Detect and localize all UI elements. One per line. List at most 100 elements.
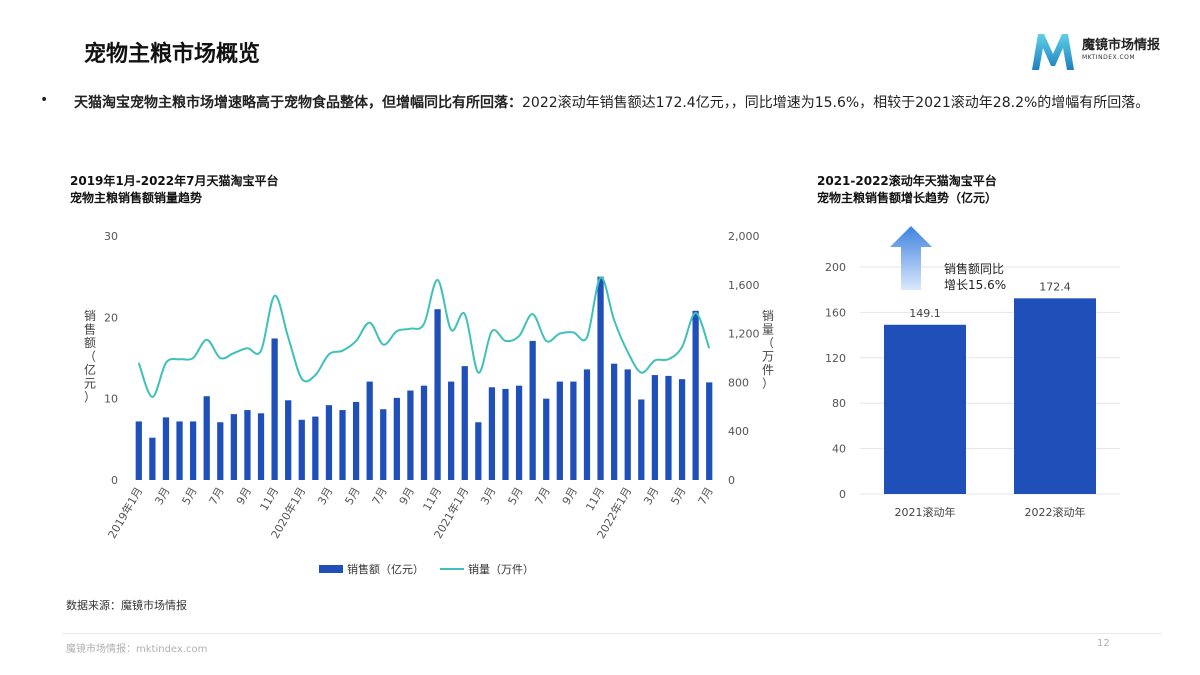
growth-annotation-line2: 增长15.6%: [944, 278, 1006, 292]
chart1-title: 2019年1月-2022年7月天猫淘宝平台 宠物主粮销售额销量趋势: [70, 173, 278, 207]
bar: [583, 369, 591, 480]
y-tick-label: 120: [825, 352, 846, 365]
summary-bullet: 天猫淘宝宠物主粮市场增速略高于宠物食品整体，但增幅同比有所回落：2022滚动年销…: [74, 91, 1164, 115]
bar: [420, 385, 428, 480]
y-right-tick-label: 1,200: [728, 328, 760, 341]
logo-subtext: MKTINDEX.COM: [1082, 54, 1136, 61]
bar: [448, 381, 455, 480]
bar: [515, 385, 523, 480]
bar: [271, 338, 278, 480]
x-tick-label: 7月: [207, 485, 227, 507]
bar: [339, 410, 346, 480]
bar: [556, 381, 563, 480]
x-tick-label: 9月: [560, 485, 580, 507]
bar: [624, 369, 631, 480]
x-tick-label: 2022滚动年: [1025, 505, 1086, 519]
x-tick-label: 5月: [179, 485, 199, 507]
y-left-tick-label: 30: [104, 230, 118, 243]
bar: [461, 366, 468, 480]
bar: [407, 390, 414, 480]
x-tick-label: 3月: [641, 485, 661, 507]
series-line: [137, 276, 711, 399]
summary-bullet-heading: 天猫淘宝宠物主粮市场增速略高于宠物食品整体，但增幅同比有所回落：: [74, 95, 522, 111]
bar-value-label: 149.1: [909, 307, 941, 320]
y-left-tick-label: 0: [111, 474, 118, 487]
y-tick-label: 80: [832, 397, 846, 410]
bar: [257, 413, 265, 480]
bar: [393, 397, 400, 480]
chart1-title-line2: 宠物主粮销售额销量趋势: [70, 191, 203, 205]
bar: [135, 421, 142, 480]
bar: [543, 398, 550, 480]
y-right-axis-title: 销量（万件）: [762, 309, 774, 391]
x-tick-label: 5月: [342, 485, 362, 507]
x-tick-label: 5月: [505, 485, 525, 507]
growth-annotation-line1: 销售额同比: [944, 261, 1004, 276]
bar-value-label: 172.4: [1039, 280, 1071, 293]
brand-logo: 魔镜市场情报 MKTINDEX.COM: [1030, 30, 1170, 72]
logo-text: 魔镜市场情报: [1082, 38, 1161, 53]
bar: [502, 388, 509, 480]
y-tick-label: 200: [825, 261, 846, 274]
chart2-title-line2: 宠物主粮销售额增长趋势（亿元）: [817, 191, 998, 205]
chart1-title-line1: 2019年1月-2022年7月天猫淘宝平台: [70, 174, 279, 188]
x-tick-label: 2021滚动年: [895, 505, 956, 519]
footer-text: 魔镜市场情报：mktindex.com: [66, 644, 208, 655]
bar: [203, 396, 210, 480]
y-right-tick-label: 400: [728, 425, 749, 438]
x-tick-label: 11月: [420, 485, 444, 513]
bar: [488, 387, 496, 480]
y-left-tick-label: 10: [104, 393, 118, 406]
bar: [651, 375, 659, 480]
bar: [162, 417, 170, 480]
bar: [149, 437, 156, 480]
y-left-tick-label: 20: [104, 311, 118, 324]
bar: [217, 422, 224, 480]
y-tick-label: 40: [832, 443, 846, 456]
bar: [366, 381, 373, 480]
legend-bar-swatch: [319, 565, 343, 573]
y-left-axis-title: 销售额（亿元）: [84, 309, 96, 404]
x-tick-label: 11月: [257, 485, 281, 513]
x-tick-label: 2019年1月: [105, 485, 146, 541]
bar: [678, 379, 686, 480]
x-tick-label: 7月: [533, 485, 553, 507]
x-tick-label: 7月: [696, 485, 716, 507]
page-number: 12: [1097, 638, 1110, 649]
y-right-tick-label: 0: [728, 474, 735, 487]
bar: [665, 375, 672, 480]
x-tick-label: 9月: [397, 485, 417, 507]
trend-chart: 0 10 20 30 0 400 800 1,200 1,600 2,000 销售额（亿元） 销量（万…: [84, 230, 774, 576]
bar: [638, 399, 645, 480]
y-right-tick-label: 1,600: [728, 279, 760, 292]
y-right-tick-label: 2,000: [728, 230, 760, 243]
bar: [312, 416, 319, 480]
chart2-title: 2021-2022滚动年天猫淘宝平台 宠物主粮销售额增长趋势（亿元）: [817, 173, 997, 207]
x-tick-label: 9月: [234, 485, 254, 507]
y-tick-label: 160: [825, 306, 846, 319]
data-source: 数据来源：魔镜市场情报: [66, 599, 187, 612]
bar: [325, 405, 333, 480]
x-tick-label: 5月: [668, 485, 688, 507]
x-tick-label: 3月: [152, 485, 172, 507]
page-title: 宠物主粮市场概览: [84, 42, 261, 67]
bar: [597, 276, 604, 480]
bar: [884, 324, 966, 494]
bar: [434, 309, 441, 480]
x-tick-label: 11月: [583, 485, 607, 513]
x-tick-label: 3月: [478, 485, 498, 507]
bar: [244, 410, 251, 480]
logo-m-icon: [1032, 34, 1074, 70]
growth-arrow-icon: [890, 226, 932, 290]
bar: [611, 363, 618, 480]
bar: [380, 409, 387, 480]
bar: [176, 421, 183, 480]
bar: [189, 421, 197, 480]
bar: [298, 419, 305, 480]
y-right-tick-label: 800: [728, 376, 749, 389]
y-tick-label: 0: [839, 488, 846, 501]
bar: [570, 381, 577, 480]
bar: [1014, 298, 1096, 494]
bar: [230, 414, 237, 480]
summary-bullet-body: 2022滚动年销售额达172.4亿元，，同比增速为15.6%，相较于2021滚动…: [522, 95, 1150, 111]
